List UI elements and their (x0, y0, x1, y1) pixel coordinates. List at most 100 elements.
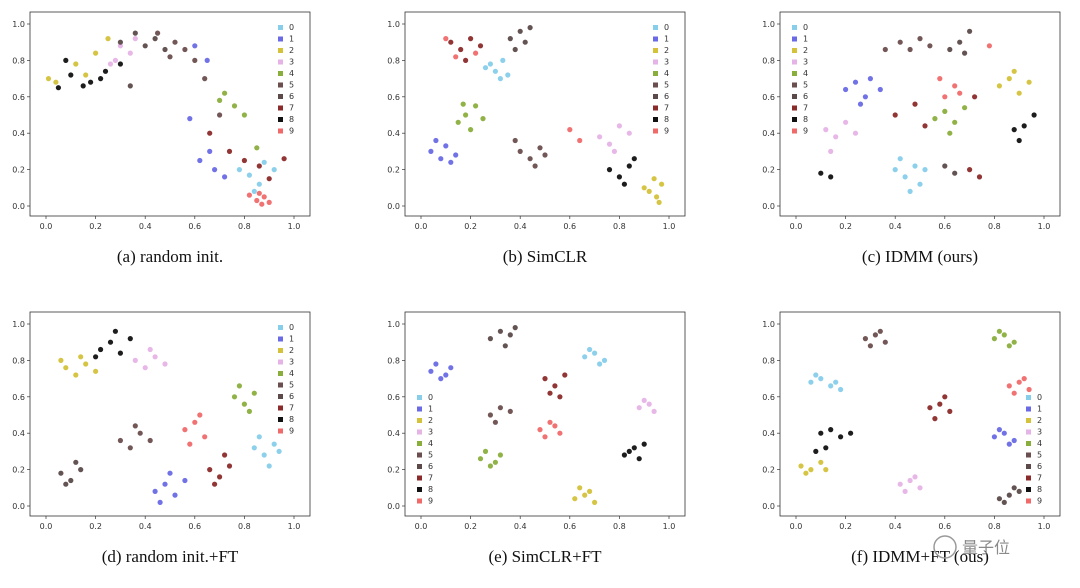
scatter-point-class-1 (167, 470, 173, 476)
scatter-point-class-6 (1006, 492, 1012, 498)
scatter-point-class-4 (962, 105, 968, 111)
scatter-point-class-5 (877, 328, 883, 334)
legend-label: 4 (664, 69, 669, 78)
y-tick-label: 0.6 (762, 93, 775, 102)
scatter-point-class-7 (562, 372, 568, 378)
legend-marker (653, 36, 658, 42)
scatter-point-class-1 (996, 427, 1003, 433)
scatter-point-class-5 (172, 39, 178, 45)
scatter-point-class-2 (93, 50, 99, 56)
scatter-point-class-8 (55, 85, 62, 91)
scatter-point-class-4 (497, 452, 503, 458)
scatter-point-class-3 (641, 397, 647, 403)
scatter-panel: 0.0 0.2 0.4 0.6 0.8 1.0 0.0 0.2 0.4 0.6 0.8 1.0 0 1 2 3… (12, 11, 311, 266)
scatter-point-class-2 (582, 492, 588, 498)
scatter-point-class-2 (823, 467, 829, 473)
scatter-point-class-6 (512, 325, 518, 331)
scatter-point-class-5 (487, 412, 493, 418)
legend-marker (792, 105, 797, 111)
legend-marker (1026, 452, 1031, 458)
scatter-point-class-4 (217, 97, 223, 103)
scatter-point-class-8 (1016, 137, 1022, 144)
scatter-point-class-6 (127, 83, 133, 89)
y-tick-label: 0.2 (12, 466, 25, 475)
scatter-point-class-0 (505, 72, 511, 78)
scatter-point-class-1 (172, 492, 178, 498)
scatter-point-class-5 (542, 152, 548, 158)
legend-label: 7 (664, 104, 669, 113)
legend: 0 1 2 3 4 5 6 7 8 9 (278, 323, 294, 436)
scatter-point-class-2 (651, 176, 657, 182)
scatter-point-class-5 (927, 43, 933, 49)
legend-label: 2 (428, 416, 433, 425)
y-tick-label: 0.6 (387, 93, 400, 102)
scatter-point-class-8 (641, 441, 647, 447)
scatter-point-class-7 (557, 394, 563, 400)
x-tick-label: 0.6 (938, 222, 951, 231)
scatter-point-class-5 (202, 76, 208, 82)
legend-label: 1 (428, 405, 433, 414)
panels: 0.0 0.2 0.4 0.6 0.8 1.0 0.0 0.2 0.4 0.6 0.8 1.0 0 1 2 3… (12, 11, 1061, 566)
scatter-point-class-9 (1016, 379, 1022, 385)
y-tick-label: 0.0 (762, 502, 775, 511)
scatter-point-class-0 (587, 346, 593, 353)
x-tick-label: 0.8 (238, 522, 251, 531)
legend-label: 5 (664, 81, 669, 90)
x-tick-label: 0.0 (40, 522, 53, 531)
scatter-point-class-4 (1011, 339, 1017, 345)
scatter-point-class-6 (1016, 488, 1022, 494)
legend-marker (278, 417, 283, 422)
legend-label: 9 (803, 127, 808, 136)
legend-label: 3 (289, 58, 294, 67)
scatter-point-class-6 (942, 163, 948, 169)
scatter-point-class-9 (577, 137, 583, 144)
scatter-point-class-0 (897, 156, 903, 162)
scatter-point-class-2 (83, 72, 89, 78)
watermark-text: 量子位 (962, 538, 1010, 557)
legend: 0 1 2 3 4 5 6 7 8 9 (278, 23, 294, 136)
scatter-point-class-5 (182, 46, 188, 53)
scatter-point-class-0 (261, 159, 267, 165)
scatter-point-class-5 (532, 163, 538, 169)
legend-label: 8 (289, 415, 294, 424)
scatter-panel: 0.0 0.2 0.4 0.6 0.8 1.0 0.0 0.2 0.4 0.6 0.8 1.0 0 1 2 3… (387, 11, 686, 266)
legend-label: 3 (803, 58, 808, 67)
legend-marker (278, 371, 283, 376)
y-tick-label: 0.2 (387, 166, 400, 175)
scatter-point-class-3 (907, 477, 913, 484)
scatter-point-class-7 (217, 474, 223, 480)
scatter-point-class-9 (552, 423, 558, 429)
scatter-point-class-4 (991, 336, 998, 342)
legend-marker (278, 48, 283, 53)
scatter-panel: 0.0 0.2 0.4 0.6 0.8 1.0 0.0 0.2 0.4 0.6 0.8 1.0 0 1 2 3… (762, 311, 1061, 566)
scatter-point-class-4 (236, 383, 242, 389)
scatter-point-class-8 (813, 448, 819, 454)
scatter-point-class-4 (246, 408, 252, 414)
scatter-point-class-0 (582, 354, 588, 360)
legend-label: 6 (1037, 462, 1042, 471)
legend-marker (417, 406, 422, 412)
x-tick-label: 0.2 (89, 522, 102, 531)
x-tick-label: 0.6 (938, 522, 951, 531)
scatter-point-class-4 (947, 130, 953, 136)
panel-title: (e) SimCLR+FT (488, 547, 602, 566)
x-tick-label: 0.0 (415, 222, 428, 231)
x-tick-label: 0.2 (464, 222, 477, 231)
scatter-point-class-3 (132, 357, 138, 363)
scatter-point-class-8 (828, 174, 834, 180)
legend-label: 4 (289, 369, 294, 378)
scatter-point-class-0 (276, 448, 282, 454)
scatter-point-class-8 (98, 346, 104, 353)
scatter-point-class-0 (892, 167, 898, 173)
scatter-point-class-5 (897, 39, 903, 45)
scatter-point-class-3 (142, 365, 148, 371)
scatter-point-class-6 (507, 36, 513, 42)
scatter-point-class-0 (917, 181, 923, 187)
scatter-point-class-0 (601, 357, 608, 363)
legend-label: 3 (428, 428, 433, 437)
legend-marker (278, 405, 283, 411)
scatter-point-class-7 (972, 94, 978, 100)
legend-label: 9 (289, 127, 294, 136)
scatter-point-class-7 (937, 401, 943, 407)
scatter-point-class-1 (443, 143, 449, 149)
